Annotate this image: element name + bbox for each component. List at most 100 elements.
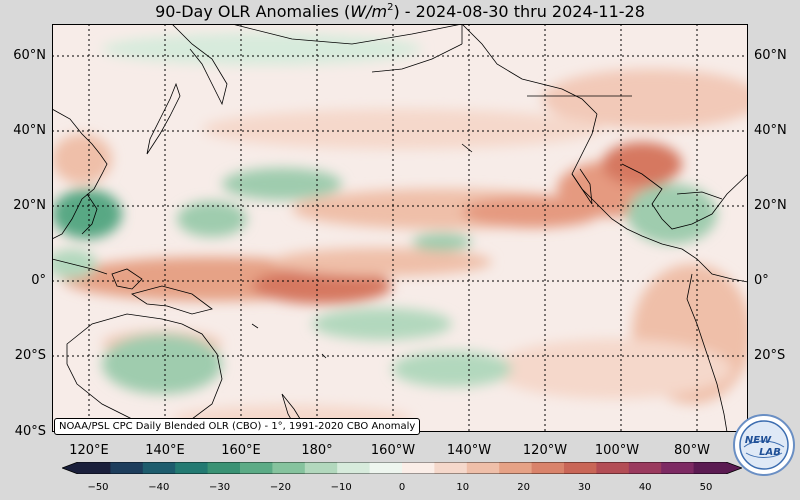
anomaly-positive-equatorial-east xyxy=(272,248,492,276)
colorbar-segment-positive xyxy=(564,462,597,474)
colorbar-tick-label: −30 xyxy=(209,482,231,493)
lon-label: 160°W xyxy=(370,443,416,458)
anomaly-negative-south-central xyxy=(392,351,512,387)
colorbar-tick-label: −10 xyxy=(330,482,352,493)
coast-east-asia xyxy=(52,108,108,240)
colorbar-segment-negative xyxy=(304,462,338,474)
lat-label-left: 20°N xyxy=(13,198,46,213)
coast-aleutians xyxy=(371,43,463,73)
colorbar-tick-label: 0 xyxy=(398,482,406,493)
lat-label-right: 20°S xyxy=(754,348,786,363)
coast-alaska xyxy=(461,24,598,115)
newlab-logo: NEW LAB xyxy=(733,414,795,476)
colorbar-tick-label: 50 xyxy=(699,482,713,493)
logo-text-top: NEW xyxy=(745,435,772,446)
coast-hawaii xyxy=(461,143,473,153)
anomaly-positive-southeast-pacific xyxy=(492,339,732,399)
logo-inner-disc xyxy=(739,420,789,470)
colorbar-segment-positive xyxy=(661,462,695,474)
coast-baja xyxy=(571,168,593,205)
lat-label-left: 20°S xyxy=(14,348,46,363)
title-prefix: 90-Day OLR Anomalies ( xyxy=(155,2,351,21)
lat-label-right: 60°N xyxy=(754,48,787,63)
colorbar-segment-positive xyxy=(628,462,662,474)
logo-text-bottom: LAB xyxy=(759,447,781,458)
title-unit: W/m xyxy=(350,2,388,21)
colorbar xyxy=(62,462,742,474)
colorbar-segment-negative xyxy=(207,462,241,474)
lat-label-left: 40°S xyxy=(14,424,46,439)
title-unit-exponent: 2 xyxy=(387,2,394,13)
anomaly-negative-australia xyxy=(102,334,222,394)
coast-borneo xyxy=(52,258,108,275)
colorbar-tick-label: 10 xyxy=(456,482,470,493)
colorbar-segment-positive xyxy=(693,462,727,474)
coast-japan xyxy=(146,82,181,155)
anomaly-negative-bering xyxy=(102,33,422,65)
colorbar-segment-negative xyxy=(142,462,176,474)
coast-kamchatka xyxy=(171,24,228,106)
anomaly-positive-equatorial-core xyxy=(252,268,392,304)
lat-label-right: 20°N xyxy=(754,198,787,213)
anomaly-negative-subtropical-west xyxy=(222,168,342,200)
title-suffix: ) - 2024-08-30 thru 2024-11-28 xyxy=(393,2,645,21)
anomaly-negative-indonesia xyxy=(52,249,97,279)
colorbar-tick-label: 40 xyxy=(638,482,652,493)
lat-label-left: 0° xyxy=(31,273,46,288)
coast-north-america-west xyxy=(571,113,683,250)
colorbar-segment-positive xyxy=(434,462,468,474)
coast-gulf-mexico xyxy=(621,163,748,230)
colorbar-segment-negative xyxy=(272,462,306,474)
colorbar-extend-left xyxy=(62,462,78,474)
colorbar-tick-label: −40 xyxy=(148,482,170,493)
anomaly-positive-east-asia xyxy=(52,134,112,184)
colorbar-segment-positive xyxy=(531,462,565,474)
lat-label-right: 40°N xyxy=(754,123,787,138)
colorbar-segment-negative xyxy=(78,462,111,474)
coast-fiji xyxy=(251,323,259,329)
anomaly-negative-central-pacific xyxy=(412,233,472,251)
colorbar-tick-label: 30 xyxy=(578,482,591,493)
colorbar-extend-right xyxy=(726,462,742,474)
colorbar-segment-positive xyxy=(499,462,533,474)
colorbar-tick-label: 20 xyxy=(517,482,530,493)
coast-cuba xyxy=(676,191,723,200)
anomaly-negative-spcz xyxy=(312,308,452,340)
colorbar-tick-label: −20 xyxy=(269,482,291,493)
colorbar-segment-positive xyxy=(596,462,630,474)
graticule xyxy=(52,24,748,432)
anomaly-negative-west-pacific xyxy=(177,201,247,237)
lat-label-right: 0° xyxy=(754,273,769,288)
colorbar-segment-positive xyxy=(402,462,435,474)
figure-title: 90-Day OLR Anomalies (W/m2) - 2024-08-30… xyxy=(0,0,800,24)
colorbar-segment-negative xyxy=(110,462,144,474)
colorbar-segment-positive xyxy=(466,462,500,474)
coast-south-america-north xyxy=(681,248,748,283)
lon-label: 160°E xyxy=(221,443,261,458)
colorbar-tick-label: −50 xyxy=(87,482,109,493)
coast-south-america-west xyxy=(686,273,728,432)
lon-label: 120°W xyxy=(522,443,568,458)
lat-label-left: 40°N xyxy=(13,123,46,138)
coast-siberia xyxy=(231,24,463,45)
colorbar-segment-negative xyxy=(337,462,371,474)
logo-globe-line xyxy=(745,452,783,458)
colorbar-segment-negative xyxy=(240,462,273,474)
coast-new-guinea xyxy=(131,285,213,315)
lon-label: 100°W xyxy=(594,443,640,458)
data-source-note: NOAA/PSL CPC Daily Blended OLR (CBO) - 1… xyxy=(54,418,421,435)
colorbar-segment-negative xyxy=(175,462,209,474)
anomaly-positive-gulf xyxy=(602,142,682,186)
logo-globe-line xyxy=(743,440,785,448)
anomaly-map xyxy=(52,24,748,432)
anomaly-negative-philippines xyxy=(52,189,122,239)
lon-label: 180° xyxy=(301,443,333,458)
colorbar-segment-negative xyxy=(369,462,403,474)
anomaly-positive-north-pacific xyxy=(202,109,602,149)
anomaly-negative-caribbean xyxy=(627,184,717,244)
map-panel xyxy=(52,24,748,432)
coast-sulawesi xyxy=(111,268,143,290)
lon-label: 140°W xyxy=(446,443,492,458)
lon-label: 80°W xyxy=(674,443,710,458)
